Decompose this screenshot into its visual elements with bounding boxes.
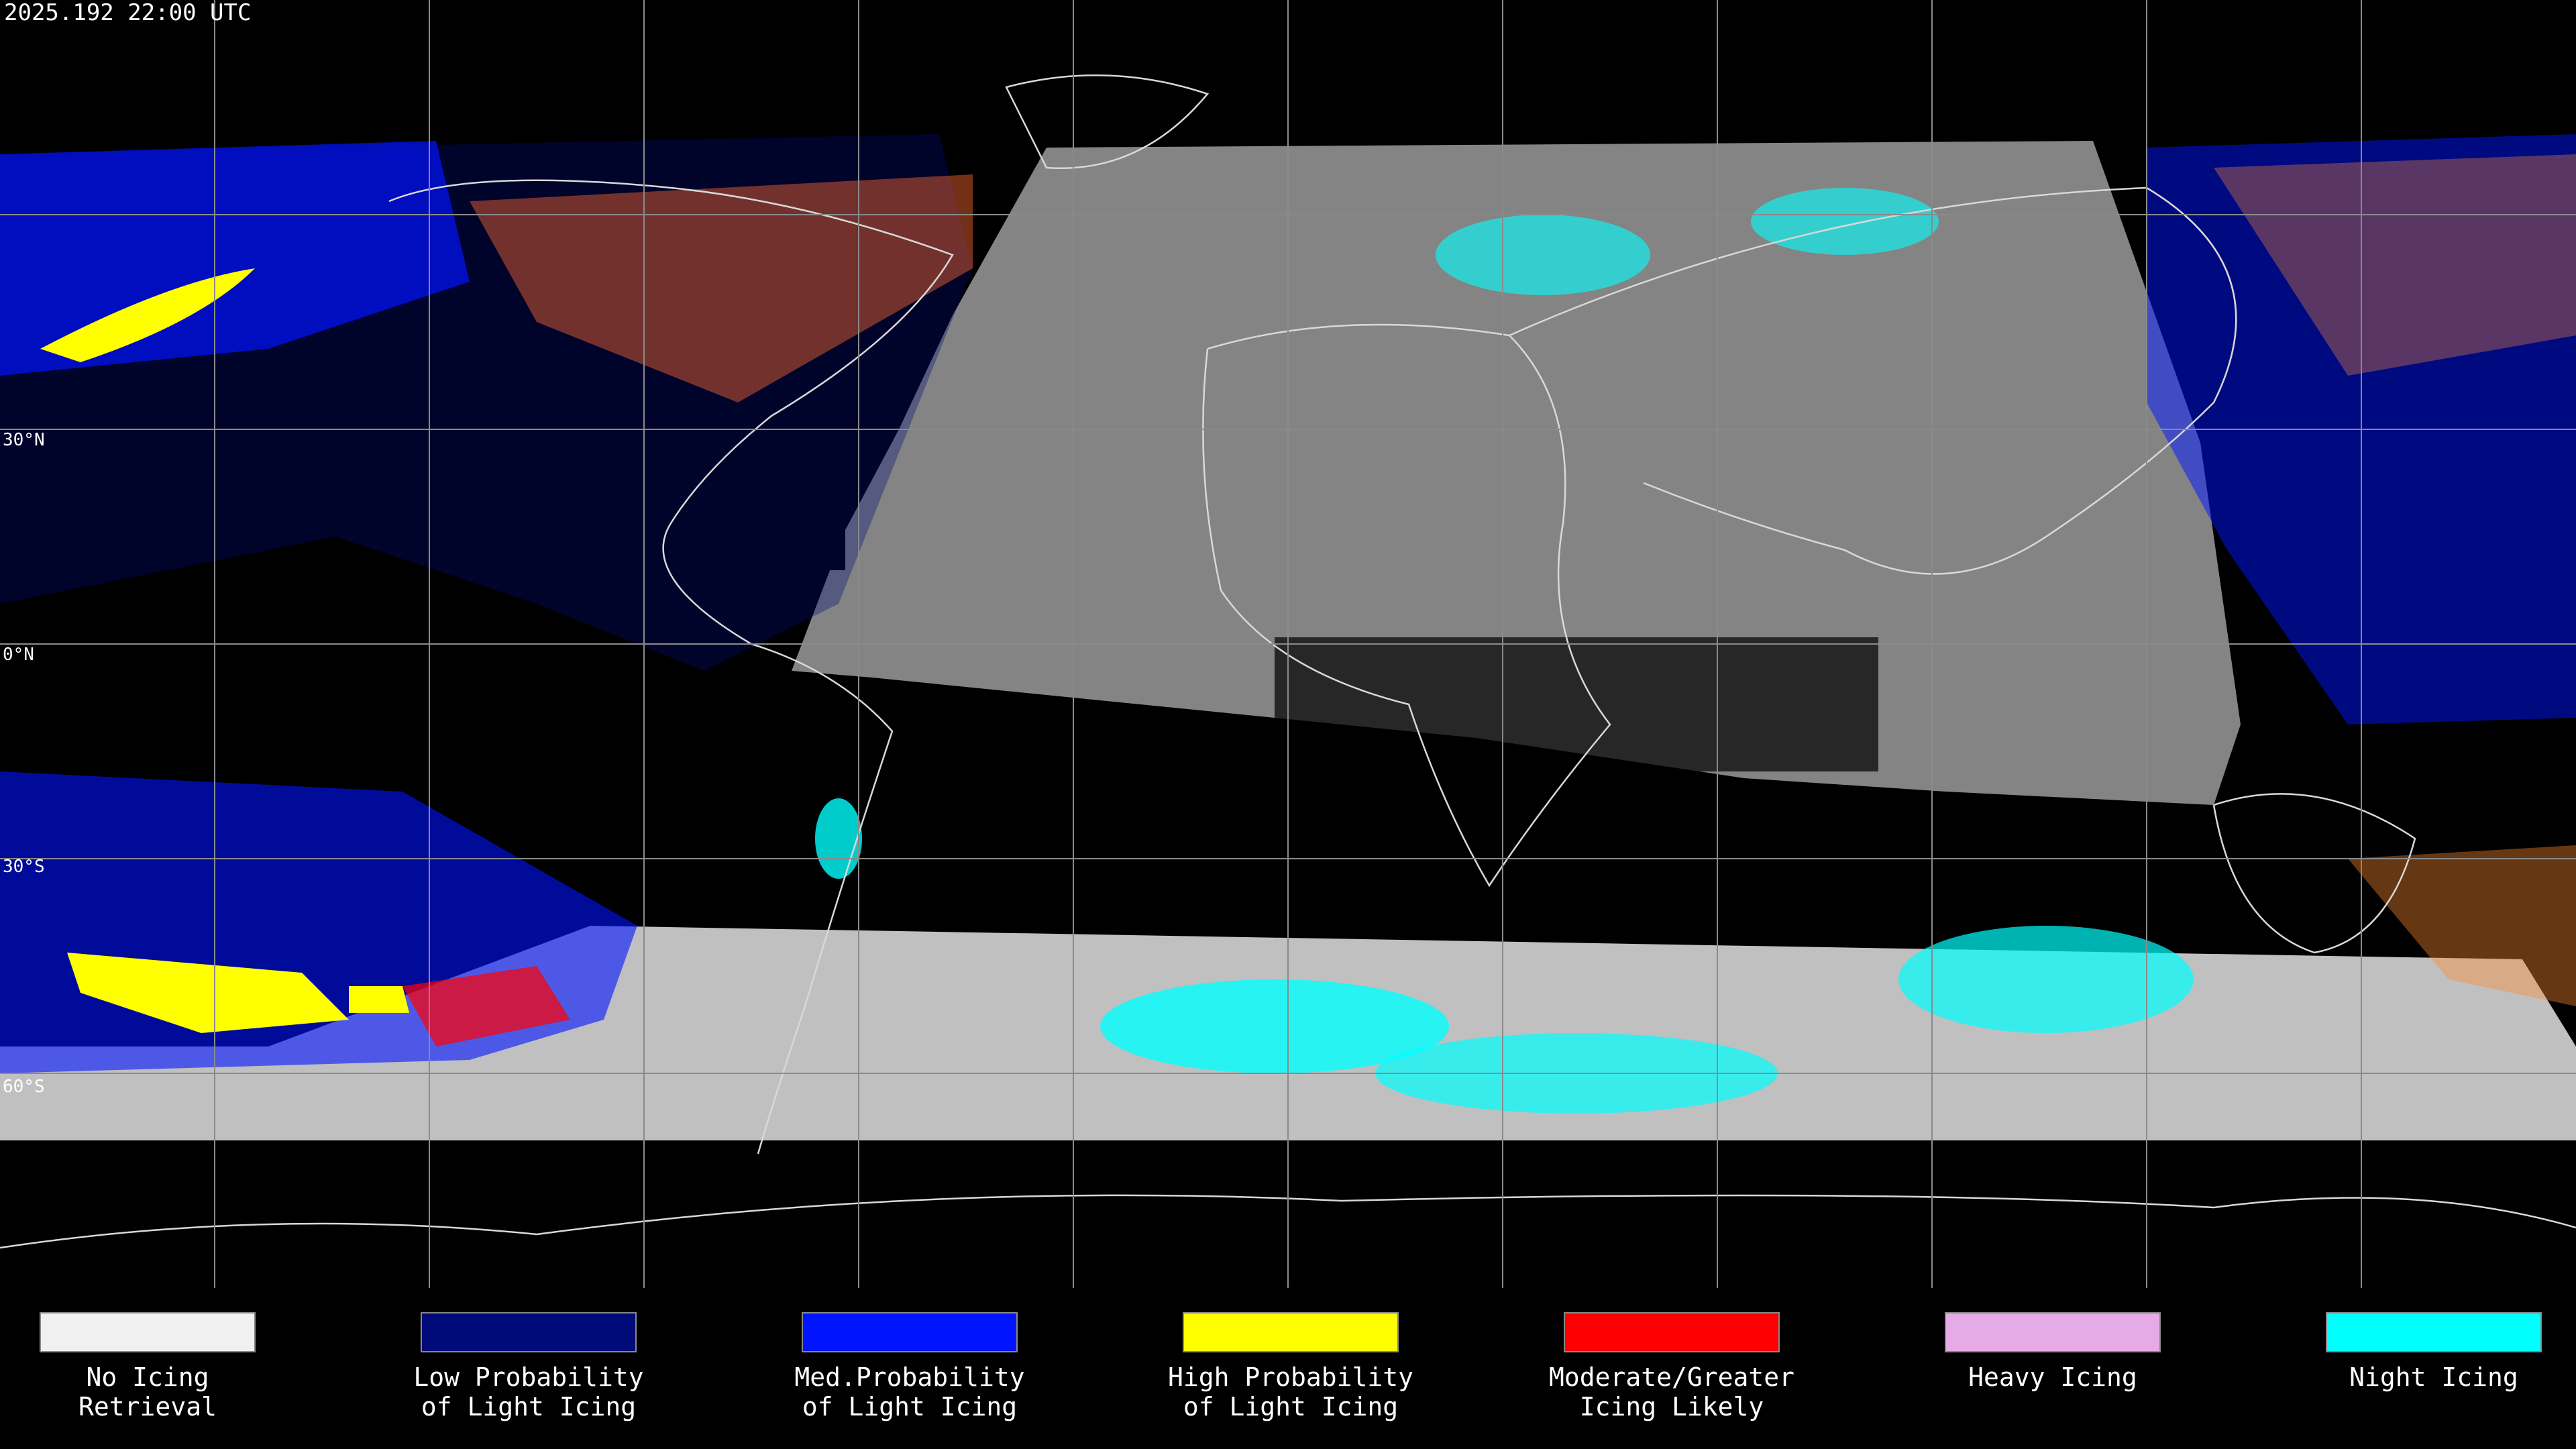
clouds-cyan	[1100, 979, 1449, 1073]
legend-label: of Light Icing	[802, 1392, 1017, 1421]
timestamp: 2025.192 22:00 UTC	[4, 0, 251, 26]
legend-swatch	[802, 1312, 1018, 1352]
legend-swatch	[40, 1312, 256, 1352]
clear-sky	[1275, 637, 1878, 771]
legend-label: Heavy Icing	[1968, 1362, 2137, 1392]
legend-label: Icing Likely	[1580, 1392, 1764, 1421]
legend-swatch	[1564, 1312, 1780, 1352]
clouds-cyan	[1436, 215, 1650, 295]
legend-label: Retrieval	[78, 1392, 217, 1421]
icing-moderate	[2348, 845, 2576, 1006]
legend-swatch	[1945, 1312, 2161, 1352]
latitude-label: 30°S	[3, 857, 45, 877]
coastlines	[0, 74, 2576, 1249]
legend-label: Moderate/Greater	[1549, 1362, 1794, 1392]
legend-swatch	[1183, 1312, 1399, 1352]
clouds-cyan	[815, 798, 862, 879]
latitude-label: 30°N	[3, 430, 45, 450]
icing-high	[67, 953, 349, 1033]
legend-label: Med.Probability	[794, 1362, 1024, 1392]
icing-moderate	[402, 966, 570, 1046]
coastline	[1005, 74, 1210, 169]
graticule	[0, 0, 2576, 1288]
coastline	[0, 1194, 2576, 1249]
legend-label: Night Icing	[2349, 1362, 2518, 1392]
clouds-cyan	[1898, 926, 2194, 1033]
legend-label: of Light Icing	[421, 1392, 636, 1421]
icing-high	[349, 986, 409, 1013]
icing-moderate	[2214, 154, 2576, 376]
latitude-label: 0°N	[3, 645, 34, 665]
latitude-label: 60°S	[3, 1077, 45, 1097]
coastline	[388, 179, 954, 1155]
clouds-cyan	[1751, 188, 1939, 255]
icing-high	[40, 268, 255, 362]
legend-label: of Light Icing	[1183, 1392, 1398, 1421]
legend-label: No Icing	[86, 1362, 209, 1392]
clear-sky	[671, 369, 845, 570]
legend-label: Low Probability	[413, 1362, 643, 1392]
coastline	[2212, 793, 2416, 954]
icing-moderate	[470, 174, 973, 402]
coastline	[1509, 186, 2237, 575]
legend-swatch	[2326, 1312, 2542, 1352]
legend-label: High Probability	[1168, 1362, 1413, 1392]
legend-swatch	[421, 1312, 637, 1352]
